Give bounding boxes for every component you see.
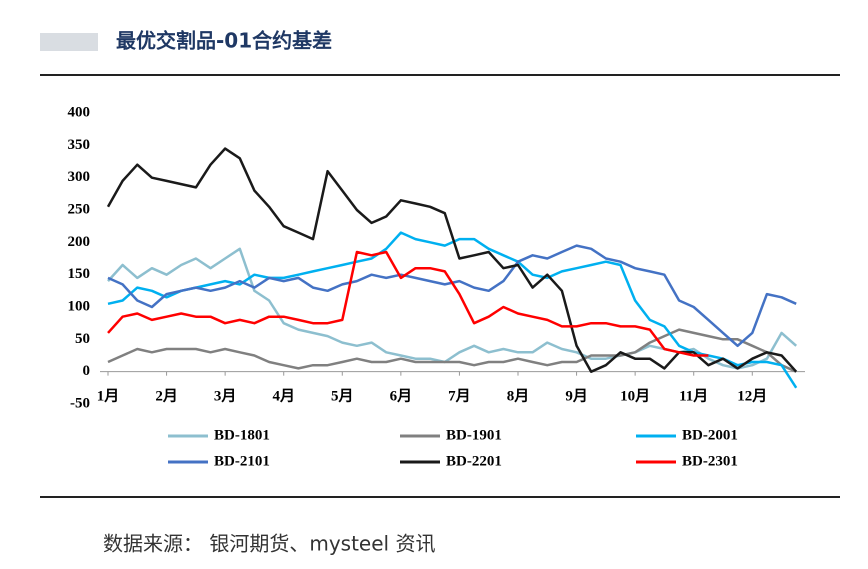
x-tick-label: 11月 — [679, 387, 708, 404]
y-tick-label: 300 — [68, 169, 91, 185]
logo — [40, 33, 98, 51]
legend-label: BD-2101 — [214, 453, 270, 469]
legend-label: BD-1901 — [446, 427, 502, 443]
x-tick-label: 2月 — [155, 387, 178, 404]
x-tick-label: 12月 — [737, 387, 767, 404]
legend-label: BD-1801 — [214, 427, 270, 443]
x-tick-label: 8月 — [507, 387, 530, 404]
series-line — [107, 247, 798, 370]
y-tick-label: 350 — [68, 137, 91, 153]
legend-label: BD-2001 — [682, 427, 738, 443]
series-line — [107, 250, 709, 357]
y-tick-label: 200 — [68, 234, 91, 250]
header-title: 最优交割品-01合约基差 — [116, 29, 332, 53]
plot: -50 0 50 100 150 200 250 300 350 400 1月 2月 3月 4月 5月 6月 7… — [68, 104, 805, 469]
legend-label: BD-2301 — [682, 453, 738, 469]
y-tick-label: 400 — [68, 104, 91, 120]
x-tick-label: 9月 — [565, 387, 588, 404]
y-tick-label: 100 — [68, 298, 91, 314]
y-tick-label: 50 — [75, 331, 90, 347]
x-tick-label: 5月 — [331, 387, 354, 404]
legend-label: BD-2201 — [446, 453, 502, 469]
y-tick-label: 0 — [83, 363, 91, 379]
y-tick-label: -50 — [70, 395, 90, 411]
y-tick-label: 150 — [68, 266, 91, 282]
x-tick-label: 7月 — [448, 387, 471, 404]
series-line — [107, 244, 797, 348]
x-tick-label: 6月 — [390, 387, 413, 404]
x-tick-label: 3月 — [214, 387, 237, 404]
series-line — [106, 147, 798, 373]
source: 数据来源： 银河期货、mysteel 资讯 — [103, 532, 435, 556]
x-tick-label: 1月 — [97, 387, 120, 404]
series-line — [107, 328, 797, 373]
y-tick-label: 250 — [68, 201, 91, 217]
x-tick-label: 4月 — [272, 387, 295, 404]
series-line — [107, 231, 798, 389]
x-tick-label: 10月 — [620, 387, 650, 404]
